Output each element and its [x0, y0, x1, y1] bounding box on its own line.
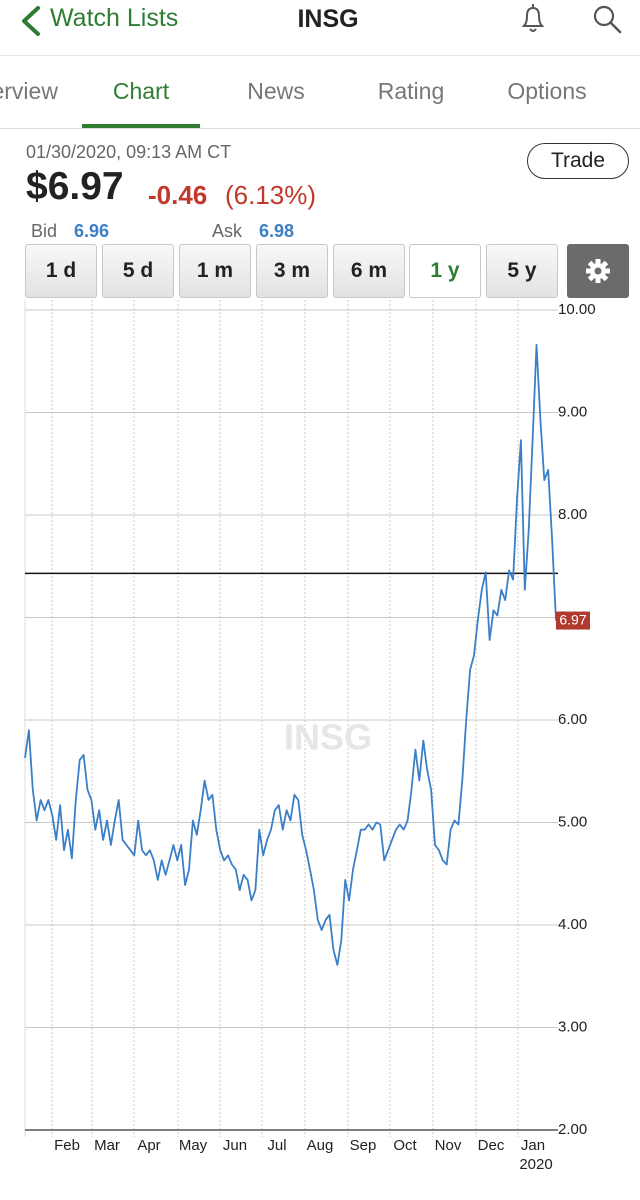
x-tick-label: Dec [478, 1137, 505, 1154]
x-tick-label: Oct [393, 1137, 417, 1154]
x-tick-label: May [179, 1137, 208, 1154]
x-tick-label: Mar [94, 1137, 120, 1154]
y-tick-label: 10.00 [558, 301, 596, 318]
range-button[interactable]: 1 m [179, 244, 251, 298]
change-percent: (6.13%) [225, 180, 317, 210]
search-icon[interactable] [592, 4, 624, 36]
y-tick-label: 4.00 [558, 916, 587, 933]
bell-icon[interactable] [518, 2, 548, 36]
range-button[interactable]: 1 y [409, 244, 481, 298]
tab[interactable]: Chart [112, 78, 170, 104]
range-button[interactable]: 1 d [25, 244, 97, 298]
price: $6.97 [26, 165, 124, 208]
header: Watch Lists INSG [0, 0, 640, 56]
y-tick-label: 9.00 [558, 403, 587, 420]
settings-button[interactable] [567, 244, 629, 298]
bid-label: Bid [31, 221, 58, 241]
range-button[interactable]: 6 m [333, 244, 405, 298]
trade-button[interactable]: Trade [527, 143, 629, 179]
gear-icon [586, 259, 610, 283]
range-button[interactable]: 5 y [486, 244, 558, 298]
x-tick-label: Aug [307, 1137, 334, 1154]
x-tick-label: Jul [267, 1137, 286, 1154]
x-tick-label: Sep [350, 1137, 377, 1154]
range-button[interactable]: 5 d [102, 244, 174, 298]
tab[interactable]: Options [507, 78, 587, 104]
last-price-box [556, 611, 590, 630]
tab-underline [82, 124, 200, 128]
y-tick-label: 3.00 [558, 1018, 587, 1035]
y-tick-label: 5.00 [558, 813, 587, 830]
x-tick-label: Jun [223, 1137, 247, 1154]
y-tick-label: 8.00 [558, 506, 587, 523]
tab[interactable]: Rating [377, 78, 445, 104]
y-tick-label: 6.00 [558, 711, 587, 728]
x-tick-label: Nov [435, 1137, 462, 1154]
change: -0.46 [148, 180, 208, 210]
range-button[interactable]: 3 m [256, 244, 328, 298]
price-line [24, 344, 557, 966]
back-link[interactable]: Watch Lists [50, 4, 179, 32]
symbol-title: INSG [297, 5, 359, 33]
x-tick-label: Jan [521, 1137, 545, 1154]
tab[interactable]: News [247, 78, 305, 104]
tab-bar: Overview Chart News Rating Options [0, 56, 640, 129]
last-price-label: 6.97 [559, 611, 586, 627]
bid: 6.96 [74, 221, 110, 241]
tab[interactable]: Overview [0, 78, 58, 104]
chart: Feb Mar Apr May Jun Jul Aug Sep Oct Nov Dec Jan 2020… [24, 300, 596, 1173]
back-arrow[interactable] [18, 4, 44, 38]
ask: 6.98 [259, 221, 295, 241]
ask-label: Ask [212, 221, 243, 241]
x-tick-label: Apr [137, 1137, 160, 1154]
x-year-label: 2020 [519, 1156, 552, 1173]
x-tick-label: Feb [54, 1137, 80, 1154]
y-tick-label: 2.00 [558, 1121, 587, 1138]
timestamp: 01/30/2020, 09:13 AM CT [26, 142, 232, 162]
watermark: INSG [284, 717, 372, 758]
